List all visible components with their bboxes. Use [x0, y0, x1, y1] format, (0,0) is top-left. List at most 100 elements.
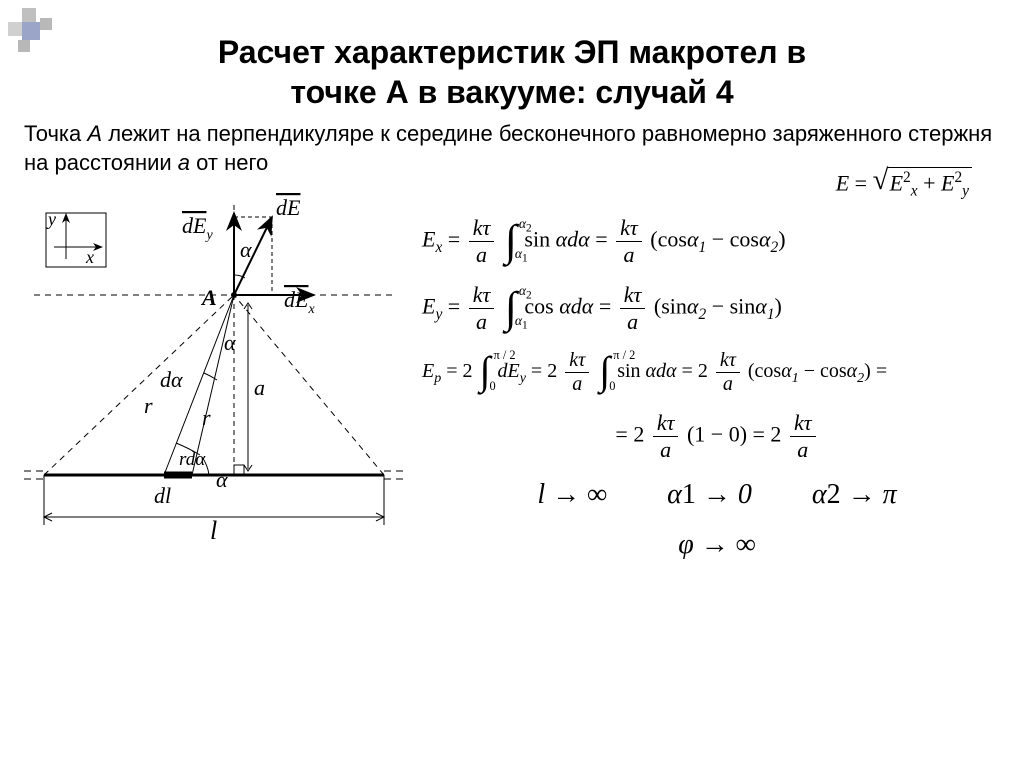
lbl-dl: dl	[154, 483, 171, 508]
subtitle-prefix: Точка	[24, 121, 87, 146]
Ex-open: (cos	[650, 226, 687, 251]
limit-phi: φ → ∞	[422, 529, 1012, 561]
lbl-alpha-mid: α	[224, 330, 236, 355]
Ey-al1: α	[687, 293, 699, 318]
limit-a1: α1 → 0	[667, 479, 752, 511]
Emag-suby: y	[962, 183, 969, 200]
lbl-r1: r	[144, 393, 153, 418]
lbl-l: l	[210, 516, 217, 545]
Ep2-a1: a	[660, 437, 671, 462]
Ex-al1: α	[687, 226, 699, 251]
Ep-k1: kτ	[569, 349, 585, 371]
lbl-dalpha: dα	[160, 367, 183, 392]
lbl-alpha-top: α	[240, 237, 252, 262]
Ep2-k1: kτ	[657, 410, 675, 435]
Ep-k2: kτ	[720, 349, 736, 371]
Ep-hi2: π / 2	[613, 348, 635, 363]
Ey-a2: a	[627, 309, 638, 334]
Ey-k2: kτ	[624, 282, 642, 307]
Ep-two2: 2	[547, 360, 557, 382]
formula-Ep2: = 2 kτa (1 − 0) = 2 kτa	[422, 410, 1012, 463]
lbl-rdalpha: rdα	[179, 449, 206, 470]
Ex-sub: x	[435, 239, 442, 256]
limit-a2: α2 → π	[812, 479, 897, 511]
page-title: Расчет характеристик ЭП макротел в точке…	[0, 0, 1024, 112]
diagram-svg: y x	[24, 185, 404, 545]
lbl-alpha-bot: α	[216, 467, 228, 492]
limits-row: l → ∞ α1 → 0 α2 → π	[422, 479, 1012, 511]
Ep-al1s: 1	[792, 371, 799, 386]
Emag-Ey: E	[941, 171, 954, 196]
lbl-dEx: dEx	[284, 287, 315, 317]
axis-y-label: y	[46, 209, 56, 229]
subtitle-a: a	[178, 150, 190, 175]
subtitle-suffix: от него	[190, 150, 268, 175]
Ey-al2: α	[755, 293, 767, 318]
Emag-sqy: 2	[954, 169, 962, 186]
Ep-two1: 2	[463, 360, 473, 382]
Emag-sqx: 2	[903, 169, 911, 186]
Ep2-a2: a	[797, 437, 808, 462]
Ey-al2s: 1	[767, 306, 775, 323]
Ey-open: (sin	[654, 293, 687, 318]
lbl-dEy: dEy	[182, 213, 213, 243]
Ep-al1: α	[781, 360, 792, 382]
Ep-open: (cos	[748, 360, 781, 382]
lbl-r2: r	[202, 405, 211, 430]
formula-column: E = E2x + E2y Ex = kτa α2∫α1 sin αdα = k…	[414, 185, 1012, 561]
title-line2: точке А в вакууме: случай 4	[290, 74, 733, 110]
Ey-sub: y	[435, 306, 442, 323]
Ex-minus: − cos	[706, 226, 759, 251]
Ep-a1: a	[572, 373, 582, 395]
Ex-a2: a	[623, 242, 634, 267]
Ex-var: αdα	[556, 226, 590, 251]
Ex-lhs: E	[422, 226, 435, 251]
Ep-a2: a	[723, 373, 733, 395]
Ep-var: αdα	[646, 360, 677, 382]
Ey-a1: a	[476, 309, 487, 334]
axis-x-label: x	[85, 247, 94, 267]
diagram-column: y x	[24, 185, 414, 561]
Ex-al2: α	[759, 226, 771, 251]
Ex-k1: kτ	[473, 215, 491, 240]
Ep-hi1: π / 2	[494, 348, 516, 363]
Ep-two3: 2	[698, 360, 708, 382]
Ep-lo2: 0	[609, 379, 615, 394]
Ey-los: 1	[522, 320, 528, 332]
Emag-subx: x	[911, 183, 918, 200]
formula-E-mag: E = E2x + E2y	[422, 167, 1012, 201]
Ep-minus: − cos	[799, 360, 847, 382]
Ex-k2: kτ	[620, 215, 638, 240]
Ex-lo: α	[515, 246, 522, 261]
Ep-dEs: y	[520, 371, 526, 386]
Ex-a1: a	[476, 242, 487, 267]
Ep-lhs: E	[422, 360, 434, 382]
Ep2-two1: = 2	[615, 421, 644, 446]
Emag-E: E	[836, 171, 849, 196]
formula-Ey: Ey = kτa α2∫α1 cos αdα = kτa (sinα2 − si…	[422, 282, 1012, 335]
lbl-A: A	[200, 285, 217, 310]
Ey-his: 2	[526, 290, 532, 302]
Ey-var: αdα	[559, 293, 593, 318]
lbl-dE: dE	[276, 195, 301, 220]
Ep-al2: α	[847, 360, 858, 382]
Ex-los: 1	[522, 253, 528, 265]
formula-Ex: Ex = kτa α2∫α1 sin αdα = kτa (cosα1 − co…	[422, 215, 1012, 268]
Ep2-mid: (1 − 0) = 2	[687, 421, 781, 446]
limit-l: l → ∞	[537, 479, 607, 511]
Ey-lhs: E	[422, 293, 435, 318]
lbl-a: a	[254, 375, 265, 400]
Ep-close: ) =	[864, 360, 887, 382]
Ey-lo: α	[515, 313, 522, 328]
Ex-close: )	[778, 226, 785, 251]
Ep2-k2: kτ	[794, 410, 812, 435]
Ep-sub: p	[434, 371, 441, 386]
Emag-Ex: E	[890, 171, 903, 196]
title-line1: Расчет характеристик ЭП макротел в	[218, 34, 806, 70]
Ex-his: 2	[526, 223, 532, 235]
Ep-lo1: 0	[490, 379, 496, 394]
Ey-close: )	[775, 293, 782, 318]
formula-Ep: Ep = 2 π / 2∫0 dEy = 2 kτa π / 2∫0 sin α…	[422, 349, 1012, 396]
subtitle-pointA: A	[87, 121, 102, 146]
Ex-hi: α	[519, 216, 526, 231]
